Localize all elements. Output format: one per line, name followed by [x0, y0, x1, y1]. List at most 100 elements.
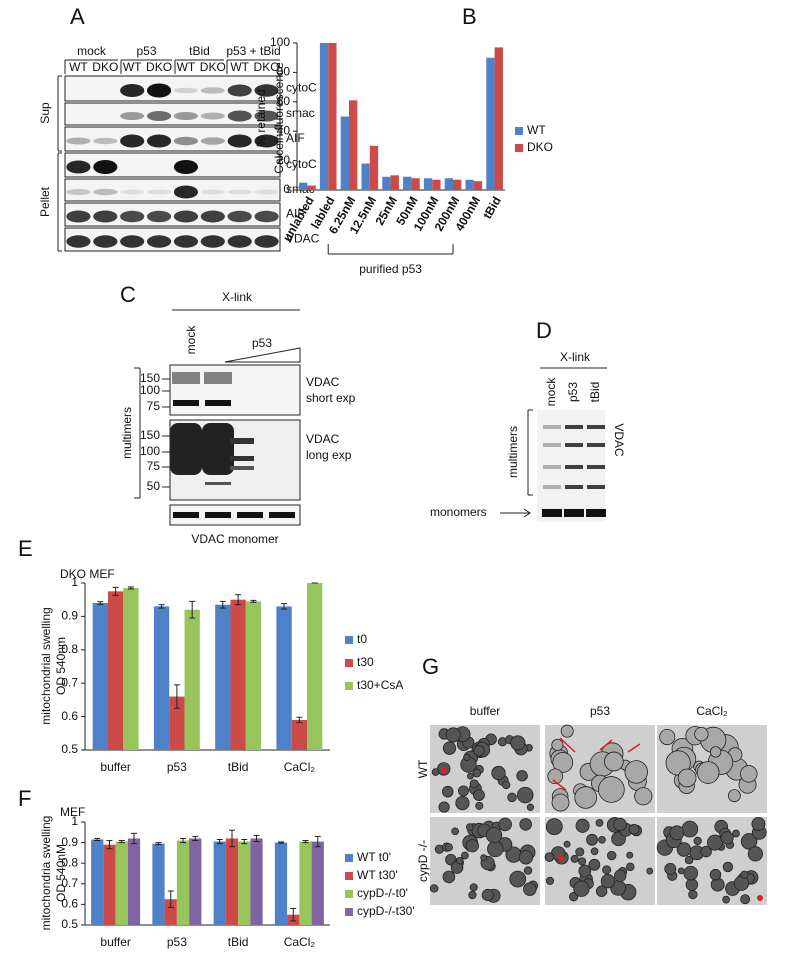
mitochondrion: [451, 827, 459, 836]
lane-label: DKO: [92, 60, 118, 74]
mitochondrion: [466, 772, 474, 780]
legend-label: WT: [527, 123, 546, 137]
mitochondrion: [438, 801, 450, 813]
mitochondrion: [473, 745, 485, 757]
band: [587, 443, 605, 447]
band: [93, 160, 118, 174]
band: [586, 509, 606, 517]
mitochondrion: [722, 861, 734, 873]
bar: [340, 116, 349, 190]
band: [200, 235, 225, 248]
error-bar: [235, 594, 242, 606]
error-bar: [250, 599, 257, 603]
mitochondrion: [677, 867, 685, 875]
legend-label: t0: [357, 632, 367, 646]
error-bar: [118, 840, 125, 844]
mitochondrion: [740, 894, 751, 905]
mitochondrion: [547, 768, 564, 785]
lane-label: WT: [123, 60, 142, 74]
error-bar: [290, 908, 297, 922]
mitochondrion: [445, 727, 461, 743]
mw-marker: 50: [147, 479, 161, 493]
mitochondrion: [465, 823, 474, 831]
bar: [276, 606, 292, 750]
bar: [189, 838, 202, 925]
mitochondrion: [624, 760, 648, 784]
mitochondrion: [480, 854, 488, 862]
mitochondrion: [570, 854, 579, 863]
bar: [245, 601, 262, 750]
red-arrow: [599, 739, 613, 751]
error-bar: [158, 604, 165, 609]
band: [173, 400, 199, 406]
bar: [213, 841, 226, 925]
blot-strip: [64, 227, 281, 252]
mitochondrion: [510, 735, 526, 751]
mitochondrion: [740, 833, 758, 850]
band: [66, 210, 91, 223]
xlink-label: X-link: [560, 350, 591, 364]
bar: [403, 176, 412, 190]
error-bar: [281, 603, 288, 610]
mitochondrion: [598, 776, 625, 803]
mitochondrion: [498, 817, 512, 832]
row-label: cytoC: [286, 81, 317, 95]
mitochondrion: [684, 855, 694, 865]
band: [205, 482, 231, 485]
band: [543, 425, 561, 429]
band: [230, 438, 254, 444]
bar: [423, 178, 433, 190]
y-tick-label: 0.9: [61, 835, 78, 849]
lane-label: DKO: [146, 60, 172, 74]
y-tick-label: 1: [71, 814, 78, 828]
band: [173, 160, 199, 174]
mitochondrion: [456, 857, 464, 865]
error-bar: [106, 840, 113, 850]
bar: [453, 179, 462, 190]
error-bar: [216, 839, 223, 845]
mitochondrion: [626, 851, 634, 859]
mitochondrion: [614, 869, 627, 882]
mitochondrion: [551, 738, 564, 752]
y-tick-label: 0.7: [61, 675, 78, 689]
legend-swatch: [345, 890, 353, 898]
bar: [230, 599, 246, 750]
mitochondrion: [626, 862, 635, 872]
bar: [274, 842, 288, 925]
mitochondrion: [442, 870, 456, 884]
red-arrow: [559, 737, 576, 753]
band: [93, 210, 118, 223]
legend-swatch: [345, 636, 353, 644]
chart-title: DKO MEF: [60, 567, 115, 581]
lane-label: p53: [566, 382, 580, 402]
band: [565, 485, 583, 489]
legend-label: cypD-/-t0': [357, 886, 408, 900]
mitochondrion: [563, 840, 571, 848]
blot-label: VDAC: [306, 432, 340, 446]
band: [173, 512, 199, 518]
band: [227, 210, 252, 223]
mitochondrion: [523, 866, 533, 875]
error-bar: [229, 829, 235, 848]
bar: [250, 838, 263, 925]
band: [254, 235, 279, 248]
x-tick-label: tBid: [228, 935, 249, 949]
mitochondrion: [722, 895, 730, 904]
band: [200, 137, 225, 145]
band: [587, 485, 605, 489]
mitochondrion: [578, 864, 592, 878]
y-axis-label: Calcein fluorescence: [272, 62, 286, 174]
panel-letter: G: [422, 654, 439, 679]
error-bar: [97, 601, 104, 605]
side-label: multimers: [120, 407, 134, 459]
lane-label: mock: [544, 377, 558, 407]
mitochondrion: [545, 876, 555, 885]
mitochondrion: [676, 842, 692, 857]
blot-label: VDAC: [306, 375, 340, 389]
band: [172, 372, 200, 384]
mitochondrion: [602, 865, 612, 875]
mitochondrion: [485, 826, 503, 844]
column-label: buffer: [470, 704, 500, 718]
legend-swatch: [515, 127, 523, 135]
bar: [215, 604, 231, 750]
